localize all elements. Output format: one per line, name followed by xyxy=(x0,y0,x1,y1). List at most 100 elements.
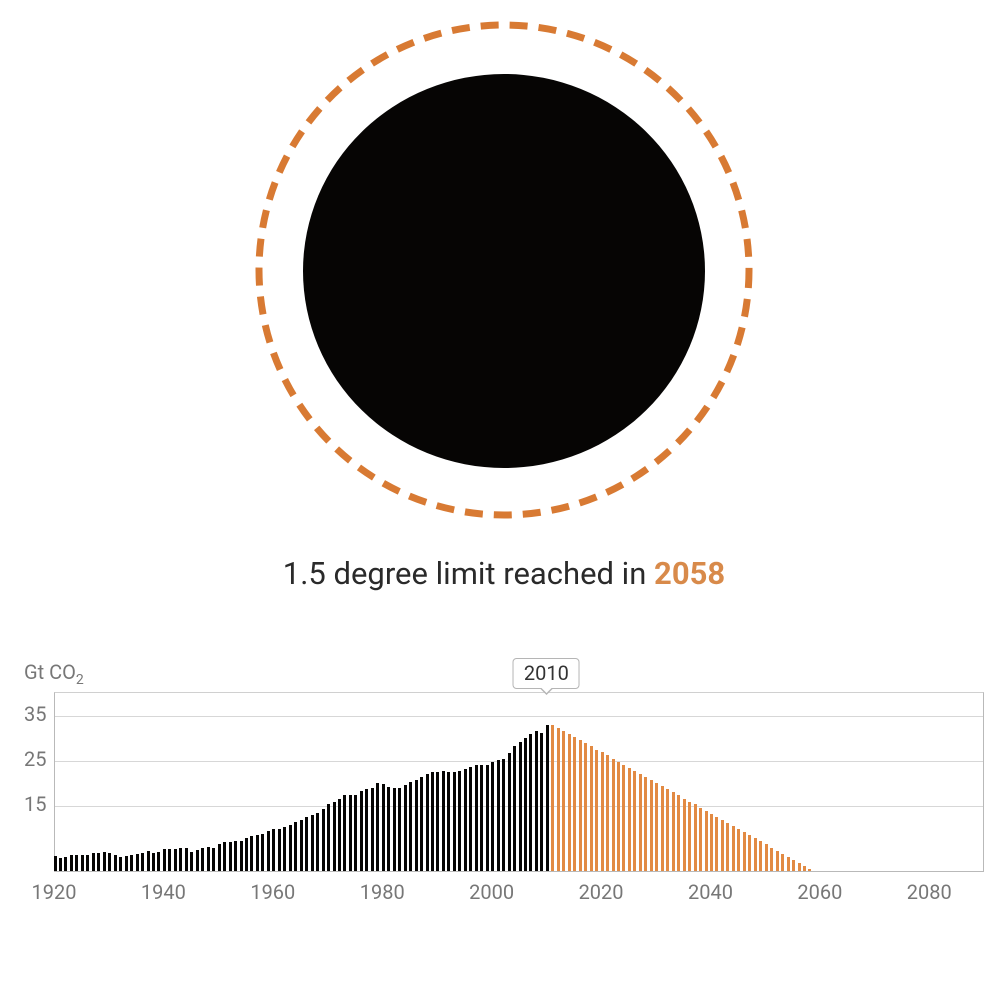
bar xyxy=(721,820,724,871)
bar xyxy=(765,844,768,871)
bar xyxy=(726,823,729,871)
bar xyxy=(420,777,423,871)
bar xyxy=(157,852,160,871)
bar xyxy=(661,786,664,871)
circle-svg xyxy=(254,20,754,520)
bar xyxy=(201,848,204,871)
bar xyxy=(573,737,576,871)
bar xyxy=(168,849,171,871)
bar xyxy=(305,817,308,871)
bar xyxy=(234,841,237,871)
bar xyxy=(103,852,106,871)
bar xyxy=(787,857,790,871)
bar xyxy=(754,838,757,871)
bar xyxy=(311,815,314,871)
bar xyxy=(737,829,740,871)
bar xyxy=(705,811,708,871)
bar xyxy=(590,746,593,871)
bar xyxy=(141,853,144,871)
bar xyxy=(218,844,221,871)
bar xyxy=(519,742,522,871)
bar xyxy=(97,853,100,871)
bar xyxy=(272,829,275,871)
bar xyxy=(360,791,363,871)
bar xyxy=(261,834,264,871)
tooltip-label: 2010 xyxy=(524,661,569,685)
bar xyxy=(322,809,325,871)
bar xyxy=(75,855,78,871)
bar xyxy=(633,771,636,871)
bar xyxy=(333,802,336,871)
bar xyxy=(644,777,647,871)
bar xyxy=(54,856,57,871)
x-tick-label: 2020 xyxy=(579,880,624,904)
bar xyxy=(240,841,243,871)
plot-area xyxy=(54,692,984,872)
bar xyxy=(365,789,368,871)
bar xyxy=(557,728,560,871)
bar xyxy=(92,853,95,871)
bar xyxy=(108,853,111,871)
bar xyxy=(759,841,762,871)
y-tick-label: 15 xyxy=(24,792,46,816)
bar xyxy=(776,851,779,871)
bar xyxy=(677,795,680,871)
bar xyxy=(612,759,615,872)
x-tick-label: 2000 xyxy=(469,880,514,904)
bar xyxy=(387,787,390,871)
bar xyxy=(601,752,604,871)
bar xyxy=(491,762,494,871)
bar xyxy=(688,802,691,871)
bar xyxy=(426,774,429,871)
bar xyxy=(579,740,582,871)
bar xyxy=(136,854,139,871)
bar xyxy=(568,734,571,871)
bar xyxy=(486,765,489,871)
bar xyxy=(343,795,346,871)
bar xyxy=(147,851,150,871)
bar xyxy=(672,792,675,871)
bar xyxy=(803,866,806,871)
bar xyxy=(229,842,232,871)
bar xyxy=(798,863,801,871)
bar xyxy=(694,804,697,871)
bar xyxy=(480,765,483,871)
bar xyxy=(748,835,751,871)
bar xyxy=(59,858,62,871)
bar xyxy=(349,795,352,871)
bar xyxy=(562,731,565,871)
emissions-chart: Gt CO2 152535 2010 192019401960198020002… xyxy=(24,660,984,960)
bar xyxy=(792,860,795,871)
bar xyxy=(699,808,702,871)
bar xyxy=(289,825,292,871)
bar xyxy=(770,848,773,871)
bar xyxy=(606,755,609,871)
bar xyxy=(715,817,718,871)
bar xyxy=(617,762,620,871)
bar xyxy=(152,853,155,871)
year-tooltip: 2010 xyxy=(513,658,580,689)
bar xyxy=(245,838,248,871)
bar xyxy=(404,785,407,871)
bar xyxy=(64,857,67,871)
bar xyxy=(808,869,811,871)
x-tick-label: 2080 xyxy=(907,880,952,904)
bar xyxy=(316,813,319,872)
bar xyxy=(327,804,330,871)
bars xyxy=(55,693,983,871)
bar xyxy=(535,731,538,871)
bar xyxy=(595,750,598,872)
bar xyxy=(743,832,746,871)
bar xyxy=(207,847,210,871)
bar xyxy=(130,855,133,871)
bar xyxy=(584,743,587,871)
x-tick-label: 2040 xyxy=(688,880,733,904)
bar xyxy=(190,852,193,871)
bar xyxy=(398,788,401,871)
bar xyxy=(508,753,511,871)
y-tick-label: 35 xyxy=(24,702,46,726)
bar xyxy=(502,759,505,871)
bar xyxy=(376,783,379,871)
bar xyxy=(283,827,286,871)
bar xyxy=(732,826,735,871)
